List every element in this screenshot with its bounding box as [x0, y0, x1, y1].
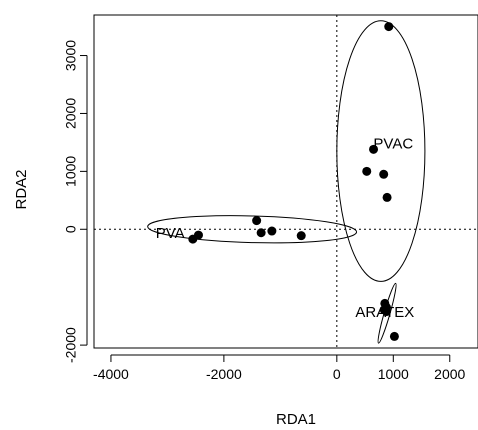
group-label-pva: PVA	[156, 225, 185, 242]
x-tick-label: -2000	[206, 366, 242, 382]
y-tick-label: 1000	[63, 156, 79, 187]
y-tick-label: 3000	[63, 40, 79, 71]
point-pvac-3	[362, 167, 371, 176]
group-label-aratex: ARATEX	[355, 304, 414, 321]
x-tick-label: 1000	[378, 366, 409, 382]
group-ellipses	[147, 21, 425, 344]
plot-frame	[94, 15, 478, 348]
x-tick-label: 0	[333, 366, 341, 382]
x-tick-label: 2000	[434, 366, 465, 382]
data-points	[188, 22, 399, 341]
point-pvac-5	[383, 193, 392, 202]
y-tick-label: 0	[63, 225, 79, 233]
x-tick-label: -4000	[93, 366, 129, 382]
point-aratex-5	[390, 332, 399, 341]
y-axis-title: RDA2	[13, 169, 30, 209]
point-pvac-1	[384, 22, 393, 31]
reference-lines	[94, 15, 478, 348]
point-pva-5	[267, 227, 276, 236]
y-tick-label: -2000	[63, 327, 79, 363]
x-axis: -4000 -2000 0 1000 2000	[93, 355, 466, 382]
point-pva-6	[297, 231, 306, 240]
y-tick-label: 2000	[63, 98, 79, 129]
point-pva-4	[257, 228, 266, 237]
group-labels: PVA PVAC ARATEX	[156, 136, 414, 322]
point-pva-2	[194, 231, 203, 240]
x-axis-title: RDA1	[276, 411, 316, 428]
point-pvac-4	[379, 170, 388, 179]
group-label-pvac: PVAC	[373, 136, 413, 153]
y-axis: -2000 0 1000 2000 3000	[63, 40, 87, 363]
point-pva-3	[252, 216, 261, 225]
